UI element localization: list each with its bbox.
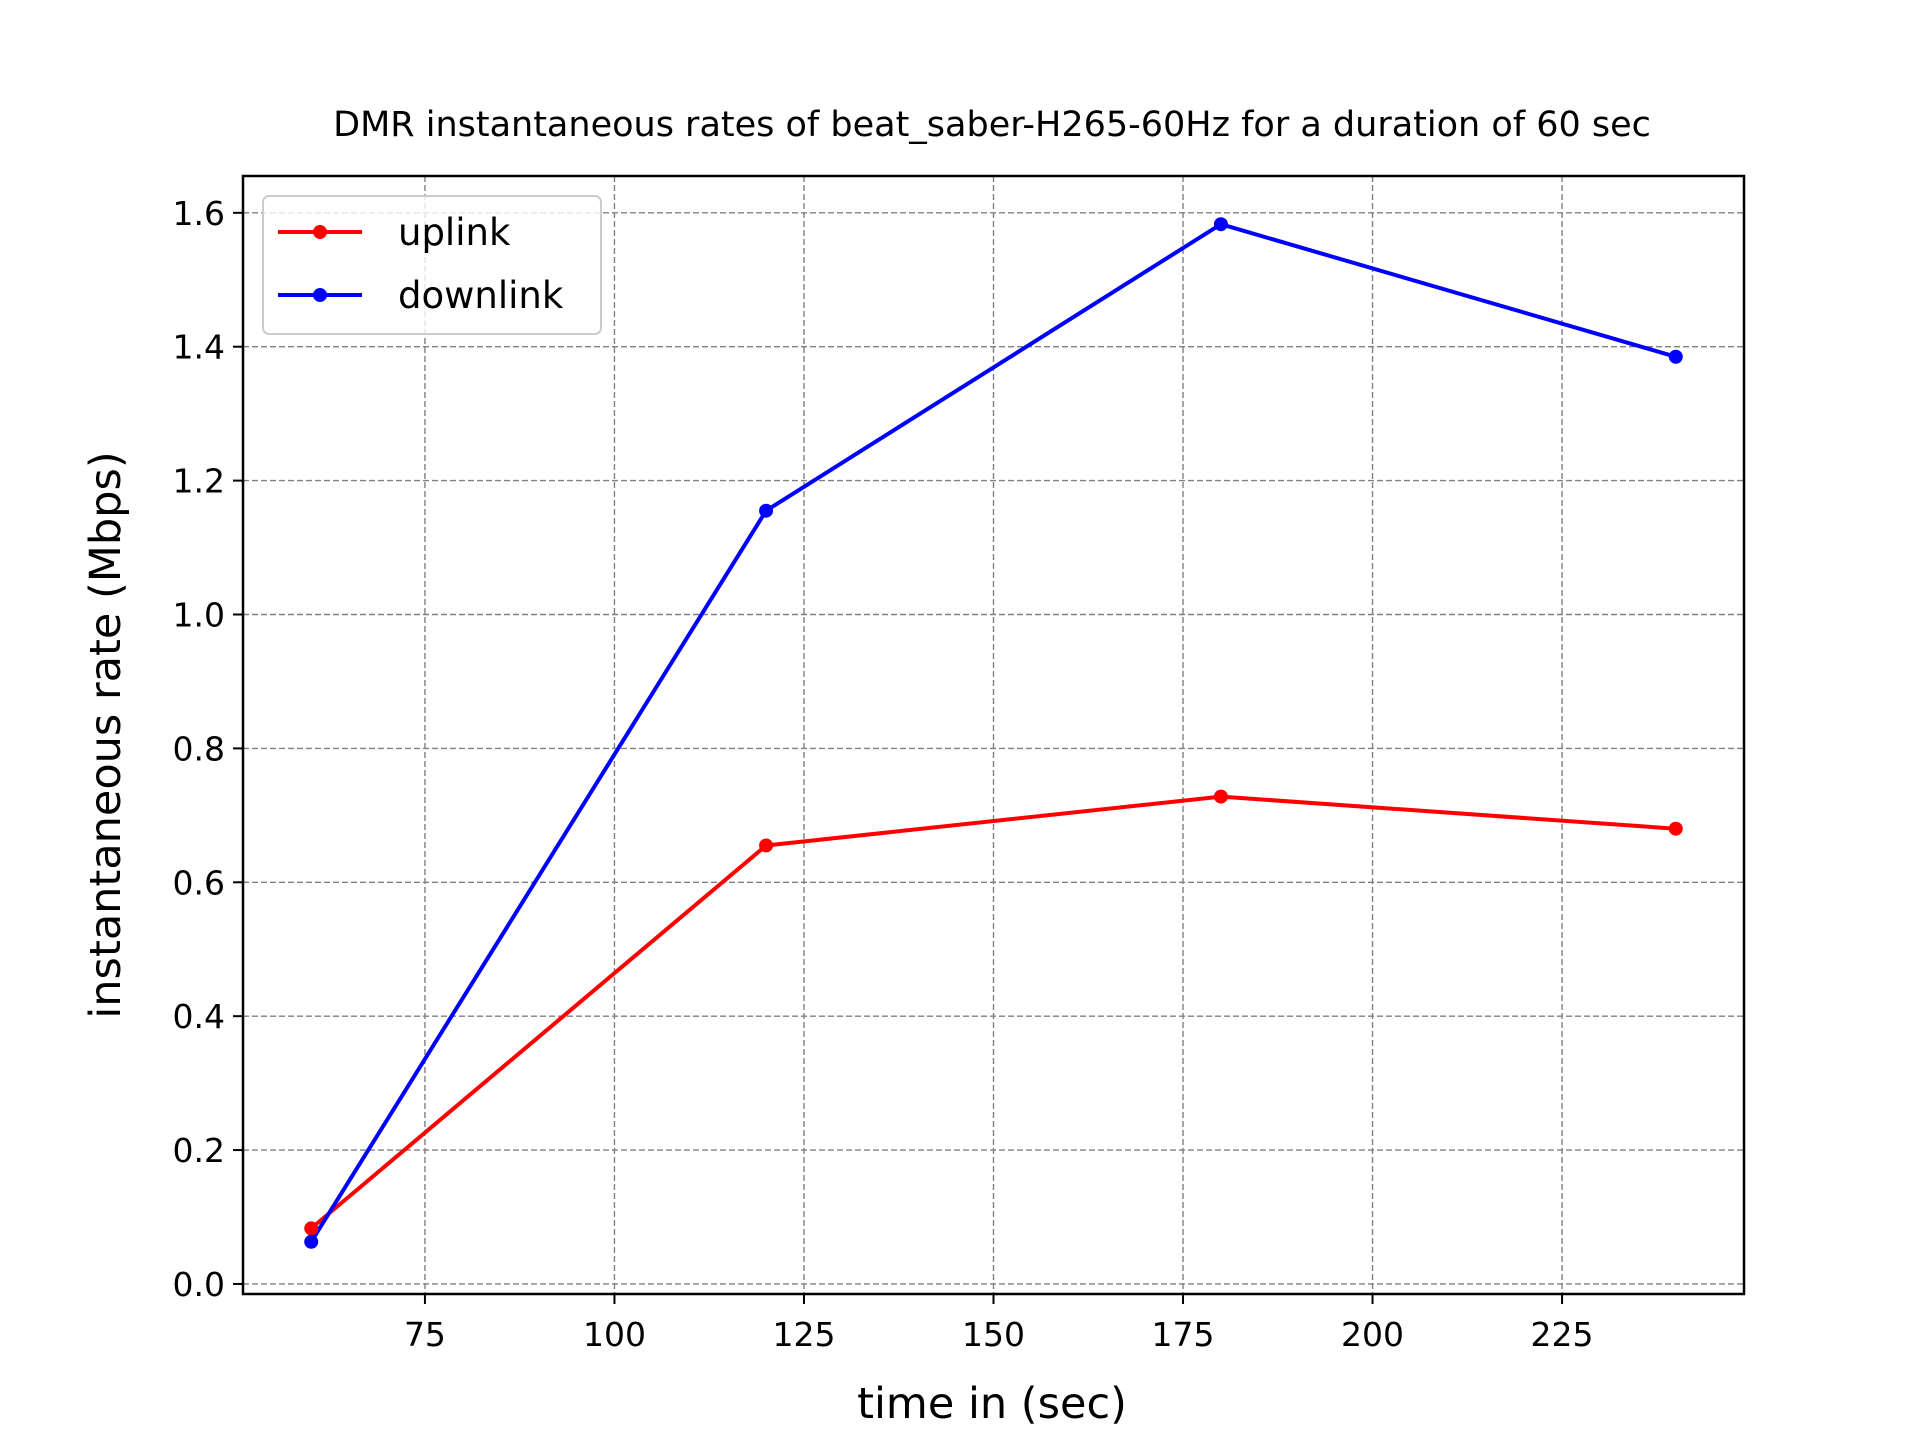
data-point-downlink	[304, 1234, 319, 1249]
legend-items: uplink downlink	[278, 211, 564, 317]
x-tick-label: 225	[1531, 1315, 1594, 1354]
y-tick-label: 0.2	[173, 1131, 225, 1170]
x-tick-label: 75	[404, 1315, 446, 1354]
legend-label-downlink: downlink	[398, 274, 564, 317]
y-axis-label: instantaneous rate (Mbps)	[81, 451, 131, 1018]
y-axis: 0.0 0.2 0.4 0.6 0.8 1.0 1.2 1.4 1.6	[173, 194, 243, 1304]
x-tick-label: 125	[772, 1315, 835, 1354]
data-point-uplink	[759, 838, 774, 853]
data-point-uplink	[1213, 789, 1228, 804]
data-point-uplink	[1668, 821, 1683, 836]
y-tick-label: 0.6	[173, 863, 225, 902]
y-tick-label: 1.2	[173, 462, 225, 501]
chart-title: DMR instantaneous rates of beat_saber-H2…	[333, 105, 1651, 145]
series-line-uplink	[309, 794, 1676, 1230]
x-tick-label: 200	[1341, 1315, 1404, 1354]
series-markers	[304, 217, 1683, 1249]
grid-lines	[243, 176, 1744, 1294]
y-tick-label: 1.6	[173, 194, 225, 233]
series-lines	[309, 222, 1677, 1243]
y-tick-label: 0.8	[173, 729, 225, 768]
legend-label-uplink: uplink	[398, 211, 511, 254]
data-point-downlink	[1668, 349, 1683, 364]
y-tick-label: 1.0	[173, 595, 225, 634]
series-line-downlink	[309, 222, 1677, 1243]
x-axis-label: time in (sec)	[857, 1379, 1127, 1429]
y-tick-label: 0.0	[173, 1265, 225, 1304]
data-point-downlink	[1213, 217, 1228, 232]
legend-marker-downlink	[313, 288, 327, 302]
y-tick-label: 1.4	[173, 328, 225, 367]
legend: uplink downlink	[262, 195, 602, 335]
x-tick-label: 175	[1152, 1315, 1215, 1354]
data-point-downlink	[759, 503, 774, 518]
legend-marker-uplink	[313, 225, 327, 239]
data-point-uplink	[304, 1221, 319, 1236]
x-tick-label: 100	[583, 1315, 646, 1354]
y-tick-label: 0.4	[173, 997, 225, 1036]
x-axis: 75 100 125 150 175 200 225	[404, 1294, 1594, 1354]
x-tick-label: 150	[962, 1315, 1025, 1354]
